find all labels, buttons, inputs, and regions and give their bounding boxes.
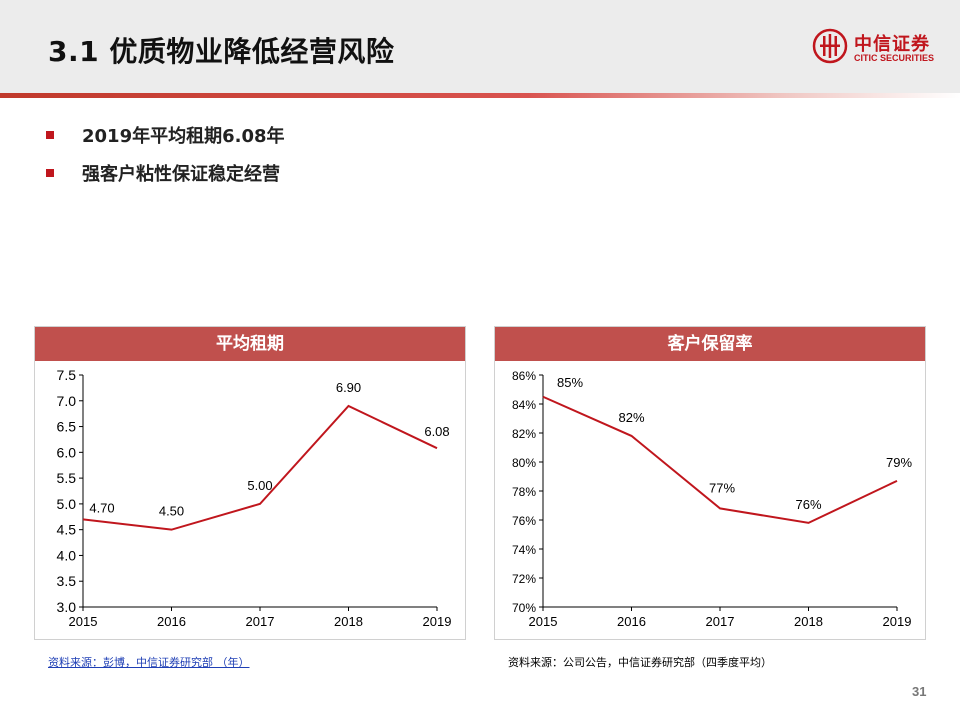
- y-tick-label: 82%: [512, 427, 536, 441]
- data-label: 6.08: [424, 424, 449, 439]
- citic-logo-icon: [812, 28, 848, 64]
- x-tick-label: 2019: [883, 614, 912, 629]
- y-tick-label: 6.5: [57, 419, 77, 435]
- page-title: 3.1 优质物业降低经营风险: [48, 35, 395, 68]
- chart-retention-rate: 70% 72% 74% 76% 78% 80% 82% 84% 86% 2015 2016 2017 2…: [512, 369, 912, 629]
- header-divider: [0, 93, 960, 98]
- y-tick-label: 70%: [512, 601, 536, 615]
- x-tick-label: 2016: [617, 614, 646, 629]
- y-tick-label: 80%: [512, 456, 536, 470]
- chart-title: 客户保留率: [495, 327, 925, 361]
- data-label: 4.50: [159, 504, 184, 519]
- chart-avg-lease: 3.0 3.5 4.0 4.5 5.0 5.5 6.0 6.5 7.0 7.5 2015 2016 20…: [57, 367, 452, 629]
- y-tick-label: 3.0: [57, 599, 77, 615]
- x-tick-label: 2015: [529, 614, 558, 629]
- y-tick-label: 4.0: [57, 547, 77, 563]
- x-tick-label: 2018: [334, 614, 363, 629]
- y-tick-label: 72%: [512, 572, 536, 586]
- chart-panel-retention: 客户保留率 70% 72% 74% 76% 78% 80% 82% 84% 86% 2015 201…: [494, 326, 926, 640]
- x-tick-label: 2019: [423, 614, 452, 629]
- bullet-text: 2019年平均租期6.08年: [82, 126, 285, 147]
- x-tick-label: 2016: [157, 614, 186, 629]
- x-tick-label: 2017: [706, 614, 735, 629]
- source-note-left[interactable]: 资料来源：彭博，中信证券研究部 （年）: [48, 656, 250, 669]
- source-note-right: 资料来源：公司公告，中信证券研究部（四季度平均）: [508, 656, 772, 669]
- y-tick-label: 6.0: [57, 444, 77, 460]
- page-number: 31: [912, 684, 927, 699]
- y-tick-label: 74%: [512, 543, 536, 557]
- x-tick-label: 2018: [794, 614, 823, 629]
- company-logo: 中信证券 CITIC SECURITIES: [812, 28, 947, 68]
- chart-panel-avg-lease: 平均租期 3.0 3.5 4.0 4.5 5.0 5.5 6.0 6.5 7.0 7.5 2015 2…: [34, 326, 466, 640]
- chart-title: 平均租期: [35, 327, 465, 361]
- data-label: 82%: [618, 410, 644, 425]
- y-tick-label: 76%: [512, 514, 536, 528]
- series-line: [82, 404, 438, 531]
- y-tick-label: 5.5: [57, 470, 77, 486]
- header-bar: [0, 0, 960, 93]
- y-tick-label: 86%: [512, 369, 536, 383]
- y-tick-label: 3.5: [57, 573, 77, 589]
- y-tick-label: 4.5: [57, 522, 77, 538]
- y-tick-label: 7.0: [57, 393, 77, 409]
- bullet-square-icon: [46, 131, 54, 139]
- y-tick-label: 7.5: [57, 367, 77, 383]
- y-tick-label: 78%: [512, 485, 536, 499]
- x-tick-label: 2017: [246, 614, 275, 629]
- data-label: 77%: [709, 480, 735, 495]
- data-label: 76%: [795, 497, 821, 512]
- data-label: 5.00: [247, 478, 272, 493]
- logo-cn-text: 中信证券: [854, 34, 930, 55]
- data-label: 6.90: [336, 380, 361, 395]
- x-tick-label: 2015: [69, 614, 98, 629]
- data-label: 79%: [886, 455, 912, 470]
- bullet-text: 强客户粘性保证稳定经营: [82, 164, 280, 185]
- series-line: [542, 395, 898, 524]
- bullet-square-icon: [46, 169, 54, 177]
- y-tick-label: 84%: [512, 398, 536, 412]
- y-tick-label: 5.0: [57, 496, 77, 512]
- logo-en-text: CITIC SECURITIES: [854, 53, 935, 63]
- data-label: 85%: [557, 375, 583, 390]
- data-label: 4.70: [89, 500, 114, 515]
